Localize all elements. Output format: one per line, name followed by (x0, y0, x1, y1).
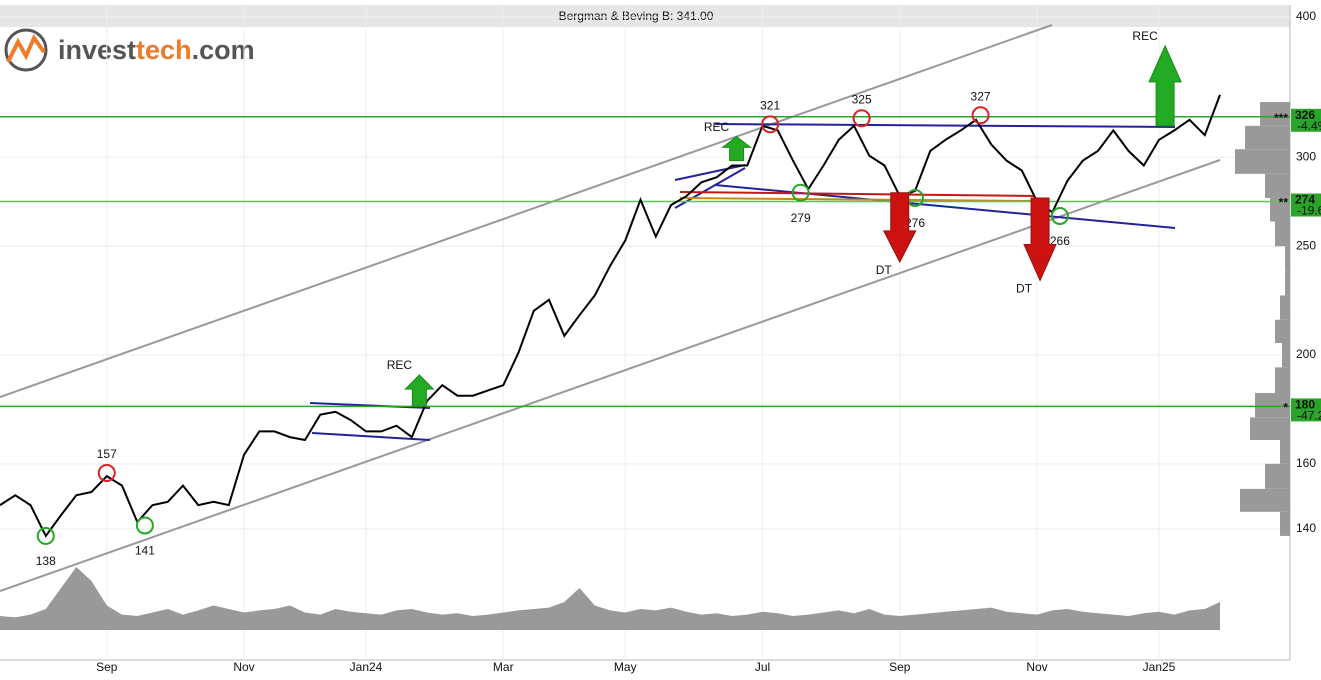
extreme-marker (971, 106, 990, 125)
level-change: -19.6% (1297, 204, 1321, 218)
level-box (1291, 193, 1321, 217)
pattern-line (311, 432, 431, 441)
signal-arrow (882, 192, 917, 264)
y-tick-label: 300 (1296, 149, 1316, 163)
logo-icon (4, 28, 48, 72)
distribution-bar (1275, 319, 1290, 343)
pattern-line (309, 402, 431, 409)
extreme-marker (97, 464, 116, 483)
logo-part: invest (58, 35, 136, 65)
logo-part: tech (136, 35, 192, 65)
pattern-line (679, 197, 1036, 202)
x-tick-label: Nov (233, 660, 254, 674)
extreme-label: 141 (135, 544, 155, 558)
distribution-bar (1275, 221, 1290, 247)
y-tick-label: 400 (1296, 9, 1316, 23)
distribution-bar (1282, 342, 1290, 368)
distribution-bar (1270, 197, 1290, 222)
distribution-bar (1255, 393, 1290, 418)
distribution-bar (1280, 511, 1290, 536)
distribution-bar (1285, 246, 1290, 271)
extreme-label: 279 (791, 211, 811, 225)
signal-label: DT (876, 263, 893, 277)
pattern-line (714, 184, 1176, 229)
level-value: 274 (1295, 193, 1315, 207)
distribution-bar (1285, 270, 1290, 296)
y-tick-label: 160 (1296, 456, 1316, 470)
x-tick-label: Jul (755, 660, 770, 674)
logo-text: investtech.com (58, 35, 255, 65)
distribution-bar (1275, 367, 1290, 394)
pattern-line (714, 123, 1176, 128)
level-change: -4.4% (1297, 119, 1321, 133)
level-value: 326 (1295, 108, 1315, 122)
x-tick-label: Jan25 (1143, 660, 1176, 674)
distribution-bar (1260, 102, 1290, 126)
pattern-line (679, 191, 1036, 197)
x-tick-label: May (614, 660, 637, 674)
channel-line (0, 24, 1053, 398)
signal-label: REC (1132, 29, 1158, 43)
extreme-marker (791, 183, 810, 202)
level-value: 180 (1295, 398, 1315, 412)
distribution-bar (1235, 149, 1290, 174)
level-box (1291, 398, 1321, 422)
signal-label: REC (387, 358, 413, 372)
distribution-bar (1245, 125, 1290, 150)
extreme-marker (1050, 206, 1069, 225)
x-tick-label: Mar (493, 660, 514, 674)
y-tick-label: 250 (1296, 238, 1316, 252)
pattern-line (674, 164, 746, 181)
signal-arrow (404, 374, 435, 407)
extreme-marker (761, 115, 780, 134)
x-tick-label: Jan24 (350, 660, 383, 674)
signal-arrow (1148, 44, 1182, 127)
level-change: -47.2% (1297, 409, 1321, 423)
distribution-bar (1280, 295, 1290, 320)
channel-line (0, 159, 1221, 592)
y-tick-label: 200 (1296, 347, 1316, 361)
chart-title: Bergman & Beving B: 341.00 (559, 9, 714, 23)
logo-part: .com (192, 35, 255, 65)
signal-label: REC (704, 120, 730, 134)
level-stars: * (1283, 401, 1288, 415)
y-tick-label: 140 (1296, 521, 1316, 535)
x-tick-label: Sep (889, 660, 911, 674)
level-stars: *** (1274, 111, 1288, 125)
extreme-marker (36, 526, 55, 545)
signal-label: DT (1016, 282, 1033, 296)
signal-arrow (1023, 197, 1057, 282)
distribution-bar (1240, 488, 1290, 512)
level-stars: ** (1279, 196, 1289, 210)
x-tick-label: Sep (96, 660, 118, 674)
volume-area (0, 567, 1220, 630)
x-tick-label: Nov (1026, 660, 1047, 674)
distribution-bar (1250, 417, 1290, 441)
distribution-bar (1265, 463, 1290, 489)
signal-arrow (721, 135, 753, 162)
extreme-label: 327 (971, 89, 991, 103)
logo: investtech.com (4, 28, 255, 72)
extreme-label: 138 (36, 554, 56, 568)
extreme-marker (135, 516, 154, 535)
logo-icon (6, 33, 46, 63)
distribution-bar (1265, 173, 1290, 198)
extreme-label: 325 (852, 92, 872, 106)
distribution-bar (1280, 440, 1290, 464)
extreme-label: 321 (760, 98, 780, 112)
extreme-label: 276 (905, 216, 925, 230)
level-box (1291, 108, 1321, 132)
extreme-marker (852, 109, 871, 128)
title-bar (0, 5, 1290, 27)
price-line (0, 94, 1221, 538)
extreme-label: 157 (97, 447, 117, 461)
